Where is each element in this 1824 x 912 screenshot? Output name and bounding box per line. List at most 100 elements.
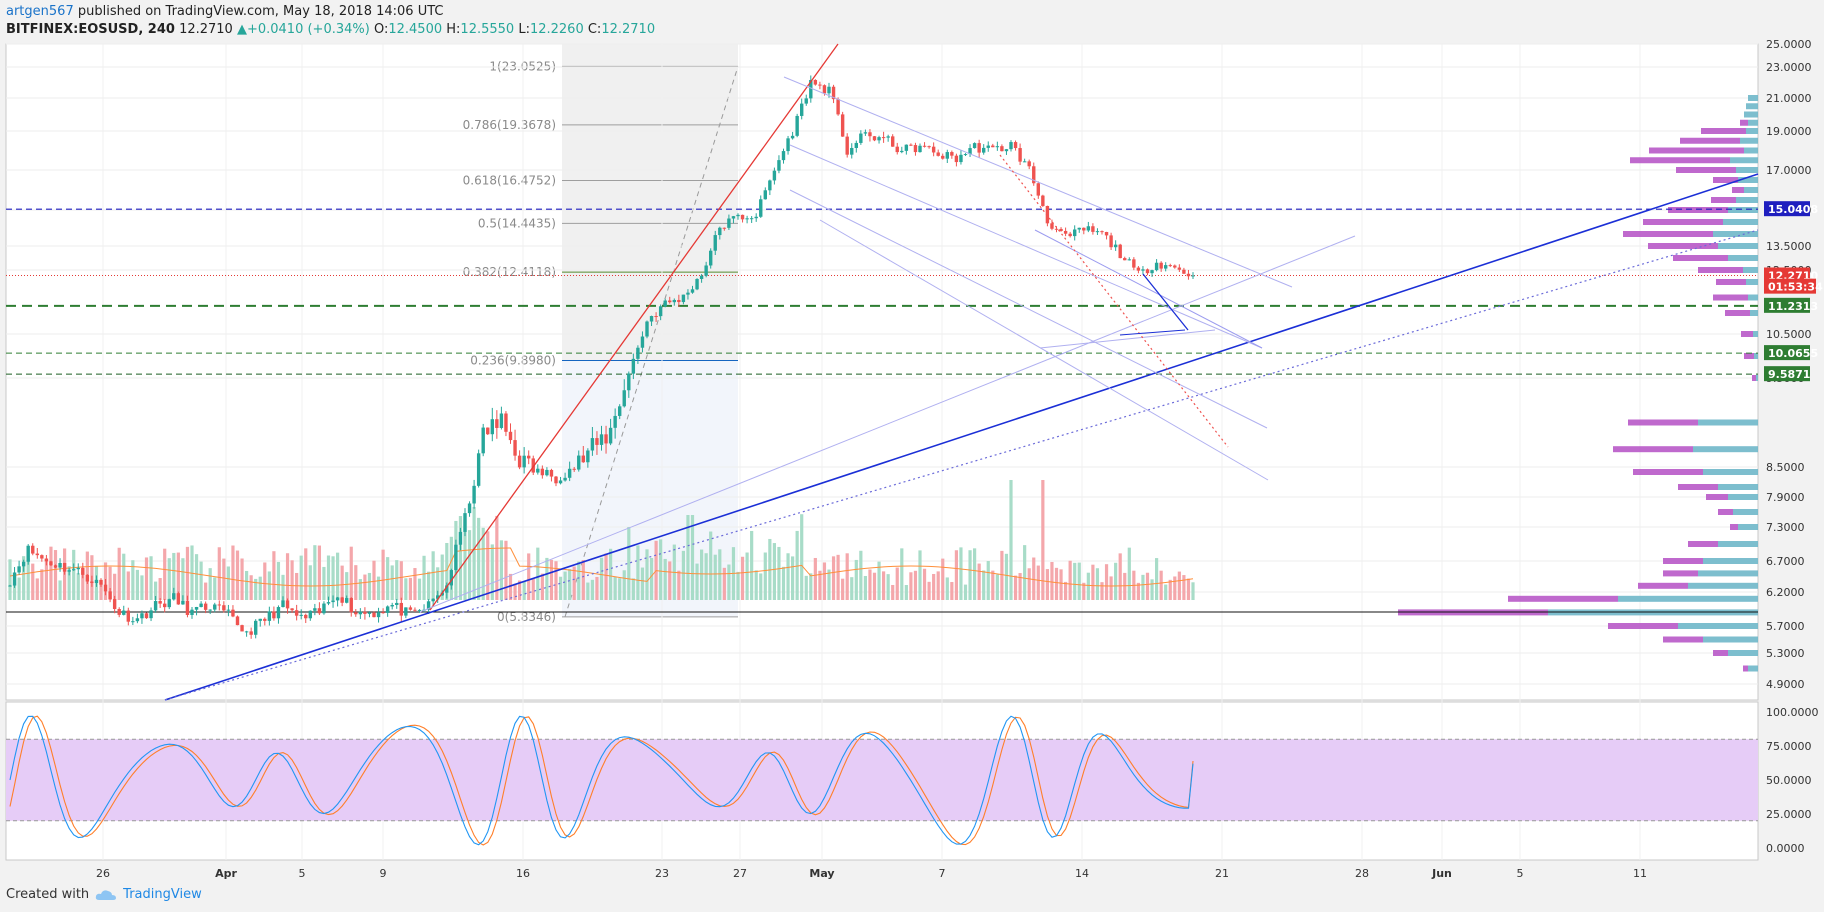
volume-bar [740, 556, 745, 600]
volume-bar [636, 545, 640, 600]
candle-body [44, 558, 49, 562]
candle-body [408, 607, 413, 610]
candle-body [950, 152, 954, 156]
candle-body [881, 137, 886, 139]
volume-bar [836, 554, 840, 600]
candle-body [140, 613, 144, 619]
volume-bar [845, 553, 849, 600]
candle-body [904, 144, 909, 151]
volume-bar [272, 551, 276, 600]
volume-bar [913, 570, 918, 600]
price-change: +0.0410 (+0.34%) [246, 22, 370, 37]
volume-bar [590, 579, 594, 600]
price-tag [1764, 366, 1810, 382]
candle-body [144, 613, 149, 619]
fibonacci-retracement[interactable]: 1(23.0525)0.786(19.3678)0.618(16.4752)0.… [463, 44, 739, 624]
profile-bar-up [1744, 187, 1758, 193]
volume-bar [490, 544, 494, 600]
candle-body [94, 579, 99, 584]
candle-body [376, 612, 381, 618]
price-tag [1764, 345, 1810, 361]
price-axis-label: 6.7000 [1766, 555, 1805, 568]
volume-bar [558, 576, 563, 600]
volume-bar [900, 548, 904, 600]
volume-bar [1186, 578, 1191, 600]
trend-drawings[interactable] [164, 43, 1759, 701]
horizontal-levels[interactable] [6, 208, 1758, 613]
price-tag [1764, 278, 1816, 294]
high-value: 12.5550 [460, 22, 515, 37]
down-channel-mid [789, 144, 1263, 349]
profile-bar-down [1630, 157, 1730, 164]
volume-bar [449, 536, 453, 600]
candle-body [631, 358, 636, 374]
volume-bar [1159, 570, 1163, 600]
candle-body [1164, 265, 1168, 269]
volume-bar [777, 546, 781, 600]
candle-body [163, 603, 167, 608]
candle-body [26, 545, 30, 562]
candle-body [545, 469, 549, 476]
volume-bar [936, 571, 940, 600]
candle-body [982, 147, 986, 153]
volume-bar [804, 575, 808, 600]
volume-bar [458, 516, 463, 600]
profile-bar-down [1676, 167, 1736, 173]
high-label: H: [446, 22, 461, 37]
volume-bar [72, 549, 76, 600]
candle-body [718, 227, 722, 236]
candle-body [1063, 230, 1068, 234]
volume-bar [1004, 553, 1009, 600]
steep-trend-line [429, 43, 839, 611]
volume-bar [577, 561, 581, 600]
candle-body [1032, 166, 1036, 184]
volume-bar [295, 572, 299, 600]
volume-bar [963, 584, 968, 600]
volume-bar [263, 562, 267, 600]
price-axis-label: 21.0000 [1766, 92, 1812, 105]
candle-body [176, 593, 181, 605]
candle-body [822, 85, 827, 94]
candle-body [263, 618, 267, 621]
candle-body [208, 609, 212, 611]
candle-body [918, 145, 922, 153]
volume-bar [945, 577, 949, 600]
candle-body [759, 199, 763, 217]
candle-body [900, 150, 904, 153]
candle-body [1086, 226, 1091, 231]
volume-bar [1036, 565, 1040, 600]
profile-bar-down [1643, 219, 1723, 225]
volume-bar [390, 565, 394, 600]
close-label: C: [587, 22, 602, 37]
candle-body [72, 569, 76, 571]
candle-body [840, 114, 845, 137]
volume-bar [686, 515, 690, 600]
volume-bar [868, 569, 872, 600]
volume-bar [991, 570, 995, 600]
profile-bar-down [1698, 267, 1743, 273]
profile-bar-down [1730, 524, 1738, 530]
volume-bar [545, 557, 549, 600]
candle-body [1118, 244, 1122, 259]
profile-bar-up [1718, 541, 1758, 547]
profile-bar-up [1723, 219, 1758, 225]
profile-bar-up [1713, 231, 1758, 237]
volume-bar [1127, 547, 1131, 600]
fib-level-label: 0.618(16.4752) [463, 173, 556, 187]
candle-body [313, 608, 317, 611]
candle-body [108, 591, 112, 600]
author-link[interactable]: artgen567 [6, 4, 74, 19]
volume-bar [345, 572, 349, 600]
stoch-axis-label: 25.0000 [1766, 808, 1812, 821]
candle-body [331, 600, 335, 603]
profile-bar-down [1725, 310, 1750, 316]
profile-bar-up [1728, 207, 1758, 213]
candle-body [1073, 229, 1077, 237]
candle-body [786, 138, 790, 152]
tradingview-brand[interactable]: TradingView [123, 887, 202, 902]
wedge-line [1142, 273, 1189, 331]
price-tag [1764, 297, 1810, 313]
candle-body [818, 84, 822, 86]
candle-body [586, 450, 590, 463]
